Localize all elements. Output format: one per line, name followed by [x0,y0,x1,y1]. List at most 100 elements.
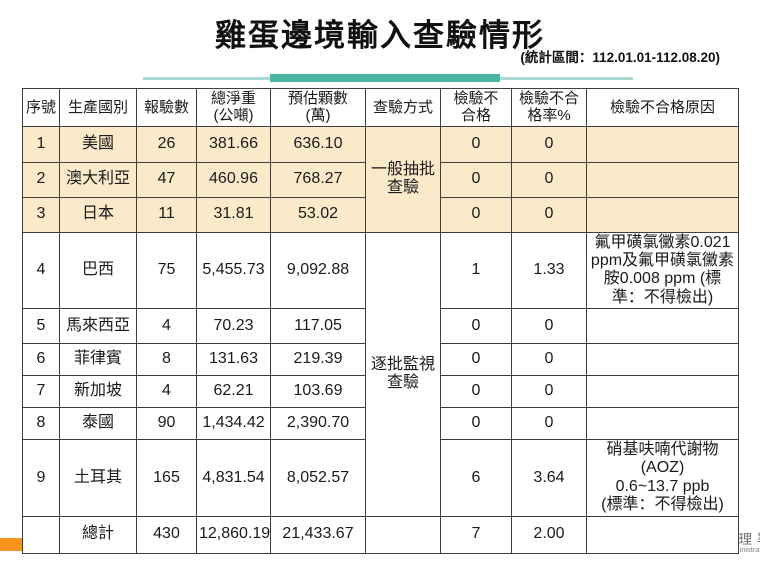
cell-failed: 0 [440,125,512,163]
cell-country: 新加坡 [59,375,137,409]
cell-weight: 460.96 [196,161,271,198]
cell-eggs: 53.02 [270,196,366,233]
col-header-country: 生產國別 [59,88,137,127]
cell-weight: 5,455.73 [196,231,271,310]
cell-country: 馬來西亞 [59,308,137,345]
cell-country: 日本 [59,196,137,233]
cell-country: 澳大利亞 [59,161,137,198]
cell-total-label: 總計 [59,515,137,554]
col-header-eggs: 預估顆數 (萬) [270,88,366,127]
cell-country: 泰國 [59,407,137,441]
cell-rate: 0 [511,196,587,233]
cell-failed: 0 [440,343,512,377]
cell-reason [586,161,739,198]
cell-failed: 0 [440,407,512,441]
underline-thick-teal [270,74,500,82]
col-header-reports: 報驗數 [136,88,197,127]
cell-eggs: 103.69 [270,375,366,409]
col-header-no: 序號 [22,88,60,127]
cell-reports: 4 [136,375,197,409]
cell-method-general: 一般抽批 查驗 [365,125,441,233]
cell-eggs: 636.10 [270,125,366,163]
cell-eggs: 8,052.57 [270,439,366,517]
cell-reason [586,125,739,163]
table-row: 7 新加坡 4 62.21 103.69 0 0 [22,375,739,409]
cell-rate: 0 [511,407,587,441]
cell-reason [586,375,739,409]
cell-rate: 0 [511,343,587,377]
col-header-reason: 檢驗不合格原因 [586,88,739,127]
cell-reports: 75 [136,231,197,310]
cell-no: 6 [22,343,60,377]
cell-reports: 430 [136,515,197,554]
cell-reports: 90 [136,407,197,441]
cell-failed: 0 [440,196,512,233]
cell-weight: 381.66 [196,125,271,163]
table-total-row: 總計 430 12,860.19 21,433.67 7 2.00 [22,515,739,554]
cell-rate: 1.33 [511,231,587,310]
cell-country: 土耳其 [59,439,137,517]
cell-reason: 氟甲磺氯黴素0.021 ppm及氟甲磺氯黴素胺0.008 ppm (標準：不得檢… [586,231,739,310]
table-row: 1 美國 26 381.66 636.10 一般抽批 查驗 0 0 [22,125,739,233]
cell-weight: 31.81 [196,196,271,233]
cell-rate: 0 [511,161,587,198]
cell-failed: 6 [440,439,512,517]
table-row: 4 巴西 75 5,455.73 9,092.88 逐批監視 查驗 1 1.33… [22,231,739,517]
cell-no: 2 [22,161,60,198]
cell-failed: 0 [440,375,512,409]
col-header-failed: 檢驗不 合格 [440,88,512,127]
cell-reason [586,308,739,345]
table-row: 5 馬來西亞 4 70.23 117.05 0 0 [22,308,739,345]
cell-failed: 1 [440,231,512,310]
table-row: 8 泰國 90 1,434.42 2,390.70 0 0 [22,407,739,441]
cell-failed: 0 [440,308,512,345]
cell-reports: 8 [136,343,197,377]
cell-no: 8 [22,407,60,441]
table-row: 2 澳大利亞 47 460.96 768.27 0 0 [22,161,739,198]
stat-period-subtitle: (統計區間：112.01.01-112.08.20) [520,50,720,65]
table-row: 9 土耳其 165 4,831.54 8,052.57 6 3.64 硝基呋喃代… [22,439,739,517]
cell-eggs: 9,092.88 [270,231,366,310]
cell-rate: 0 [511,375,587,409]
cell-rate: 2.00 [511,515,587,554]
cell-failed: 0 [440,161,512,198]
cell-rate: 3.64 [511,439,587,517]
cell-reason: 硝基呋喃代謝物(AOZ) 0.6~13.7 ppb (標準：不得檢出) [586,439,739,517]
cell-weight: 4,831.54 [196,439,271,517]
cell-no: 5 [22,308,60,345]
cell-eggs: 219.39 [270,343,366,377]
slide-header: 雞蛋邊境輸入查驗情形 [0,10,760,55]
cell-eggs: 117.05 [270,308,366,345]
inspection-table: 序號 生產國別 報驗數 總淨重 (公噸) 預估顆數 (萬) 查驗方式 檢驗不 合… [22,88,739,554]
cell-weight: 12,860.19 [196,515,271,554]
cell-rate: 0 [511,125,587,163]
col-header-weight: 總淨重 (公噸) [196,88,271,127]
cell-weight: 70.23 [196,308,271,345]
cell-method [365,515,441,554]
cell-no: 1 [22,125,60,163]
cell-weight: 131.63 [196,343,271,377]
page-title: 雞蛋邊境輸入查驗情形 [215,18,545,53]
cell-no: 3 [22,196,60,233]
cell-country: 巴西 [59,231,137,310]
cell-no: 4 [22,231,60,310]
cell-weight: 1,434.42 [196,407,271,441]
cell-eggs: 21,433.67 [270,515,366,554]
cell-rate: 0 [511,308,587,345]
cell-eggs: 2,390.70 [270,407,366,441]
table-header-row: 序號 生產國別 報驗數 總淨重 (公噸) 預估顆數 (萬) 查驗方式 檢驗不 合… [22,88,739,127]
cell-reports: 4 [136,308,197,345]
cell-reports: 165 [136,439,197,517]
cell-reports: 11 [136,196,197,233]
cell-reason [586,196,739,233]
cell-country: 菲律賓 [59,343,137,377]
cell-no: 7 [22,375,60,409]
cell-reason [586,515,739,554]
cell-reason [586,407,739,441]
cell-failed: 7 [440,515,512,554]
cell-method-monitor: 逐批監視 查驗 [365,231,441,517]
cell-no [22,515,60,554]
table-row: 3 日本 11 31.81 53.02 0 0 [22,196,739,233]
cell-country: 美國 [59,125,137,163]
cell-no: 9 [22,439,60,517]
